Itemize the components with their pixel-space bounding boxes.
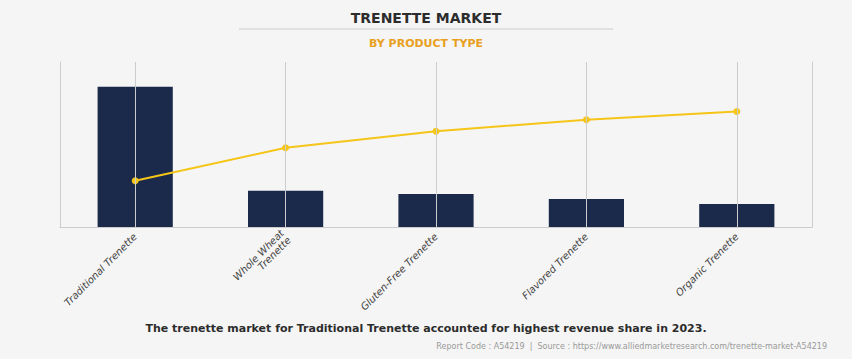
svg-text:Gluten-Free Trenette: Gluten-Free Trenette <box>358 231 439 312</box>
svg-text:Report Code : A54219 | Sourc: Report Code : A54219 | Source : https://… <box>436 342 827 351</box>
svg-text:Whole Wheat: Whole Wheat <box>231 227 286 283</box>
svg-text:Trenette: Trenette <box>256 235 293 272</box>
svg-text:BY PRODUCT TYPE: BY PRODUCT TYPE <box>369 37 483 50</box>
svg-text:The trenette market for Tradit: The trenette market for Traditional Tren… <box>145 322 706 335</box>
svg-text:TRENETTE MARKET: TRENETTE MARKET <box>351 10 502 26</box>
svg-text:Flavored Trenette: Flavored Trenette <box>520 231 590 301</box>
svg-text:Organic Trenette: Organic Trenette <box>673 231 740 298</box>
svg-text:Traditional Trenette: Traditional Trenette <box>62 231 139 308</box>
